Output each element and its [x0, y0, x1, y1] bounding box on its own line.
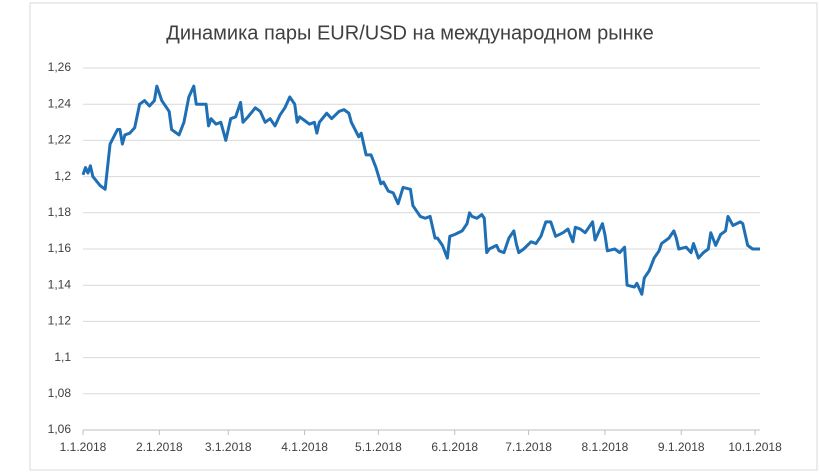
y-tick-label: 1,2	[54, 169, 71, 183]
x-tick-label: 3.1.2018	[205, 440, 252, 454]
y-tick-label: 1,22	[48, 133, 72, 147]
x-tick-label: 1.1.2018	[60, 440, 107, 454]
y-tick-label: 1,18	[48, 205, 72, 219]
y-tick-label: 1,12	[48, 314, 72, 328]
x-tick-label: 4.1.2018	[281, 440, 328, 454]
x-tick-label: 9.1.2018	[658, 440, 705, 454]
y-tick-label: 1,26	[48, 60, 72, 74]
y-tick-label: 1,14	[48, 277, 72, 291]
chart-title: Динамика пары EUR/USD на международном р…	[166, 22, 653, 44]
y-tick-label: 1,08	[48, 386, 72, 400]
y-tick-label: 1,1	[54, 350, 71, 364]
x-tick-label: 6.1.2018	[431, 440, 478, 454]
x-tick-label: 8.1.2018	[582, 440, 629, 454]
y-tick-label: 1,16	[48, 241, 72, 255]
x-tick-label: 2.1.2018	[136, 440, 183, 454]
x-tick-label: 5.1.2018	[355, 440, 402, 454]
x-tick-label: 10.1.2018	[728, 440, 782, 454]
x-tick-label: 7.1.2018	[505, 440, 552, 454]
chart-border	[29, 2, 818, 471]
y-tick-label: 1,06	[48, 422, 72, 436]
line	[81, 84, 760, 296]
y-tick-label: 1,24	[48, 96, 72, 110]
